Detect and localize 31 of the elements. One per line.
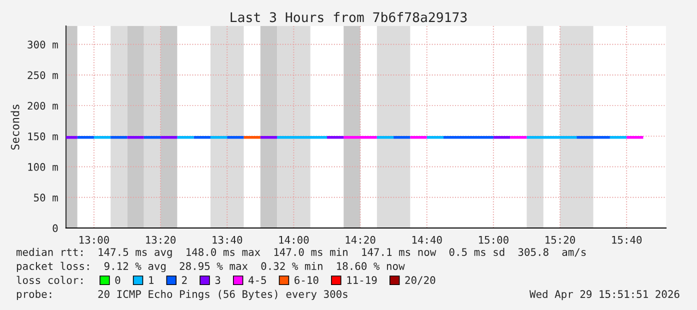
text: median rtt: 147.5 ms avg 148.0 ms max 147.0 ms min 147.1 ms now 0.5 ms sd 305.8 am/s (16, 248, 586, 258)
legend-title: loss color: (16, 276, 82, 284)
legend-label: 4-5 (248, 276, 266, 284)
x-tick-label: 13:00 (80, 236, 109, 244)
x-tick-label: 13:20 (146, 236, 176, 244)
y-tick-label: 0 (52, 224, 58, 232)
text: Wed Apr 29 15:51:51 2026 (529, 290, 680, 300)
legend-label: 11-19 (347, 276, 377, 284)
x-tick-label: 15:00 (479, 236, 508, 244)
y-tick-label: 250 m (28, 71, 58, 80)
x-tick-label: 14:20 (346, 236, 376, 244)
legend-label: 1 (149, 276, 154, 284)
x-tick-label: 13:40 (212, 236, 242, 244)
legend-label: 3 (215, 276, 220, 284)
legend-label: 20/20 (405, 276, 436, 285)
x-tick-label: 14:00 (279, 236, 309, 244)
x-tick-label: 15:20 (546, 236, 576, 244)
y-tick-label: 150 m (28, 132, 58, 140)
x-tick-label: 15:40 (612, 236, 642, 244)
chart-title: Last 3 Hours from 7b6f78a29173 (230, 12, 467, 22)
y-axis-title: Seconds (10, 104, 20, 150)
text: packet loss: 9.12 % avg 28.95 % max 0.32 % min 18.60 % now (16, 262, 405, 272)
text: probe: 20 ICMP Echo Pings (56 Bytes) every 300s (16, 290, 348, 300)
y-tick-label: 200 m (28, 102, 58, 110)
y-tick-label: 50 m (34, 194, 58, 202)
y-tick-label: 300 m (28, 40, 58, 48)
x-tick-label: 14:40 (412, 236, 442, 244)
legend-label: 2 (182, 276, 187, 284)
legend-label: 6-10 (294, 276, 318, 284)
y-tick-label: 100 m (28, 163, 58, 171)
legend-label: 0 (115, 276, 120, 284)
